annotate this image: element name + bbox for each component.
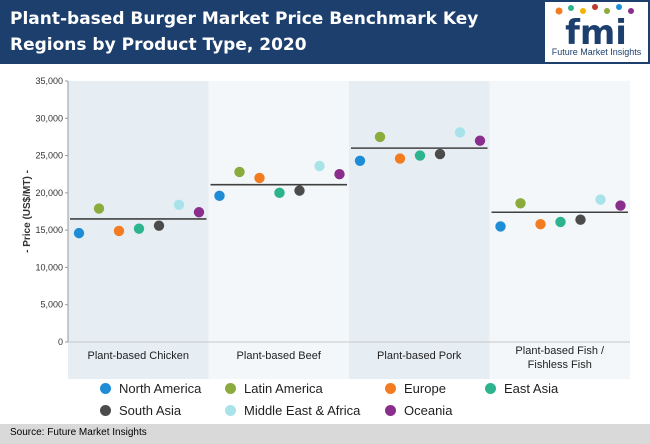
data-point	[294, 185, 305, 196]
legend-label: Europe	[404, 381, 446, 396]
data-point	[414, 150, 426, 161]
data-point	[615, 200, 626, 211]
x-category-label: Plant-based Pork	[377, 350, 462, 362]
x-category-label: Plant-based Fish / Fishless Fish	[515, 345, 605, 371]
data-point	[314, 160, 325, 172]
category-panel	[349, 81, 490, 379]
y-tick-label: 20,000	[35, 188, 63, 198]
data-point	[193, 207, 205, 218]
logo-wordmark: fmi	[565, 13, 627, 48]
legend-item: East Asia	[485, 381, 558, 396]
data-point	[173, 199, 185, 210]
price-benchmark-chart: 0 5,000 10,000 15,000 20,000 25,000 30,000 35,0…	[22, 76, 630, 379]
legend-swatch	[225, 383, 236, 394]
data-point	[394, 153, 406, 164]
data-point	[274, 187, 285, 199]
legend-label: South Asia	[119, 403, 182, 418]
legend-item: Middle East & Africa	[225, 403, 360, 418]
fmi-logo: fmi Future Market Insights	[545, 2, 648, 62]
legend-item: South Asia	[100, 403, 181, 418]
logo-subtitle: Future Market Insights	[551, 47, 642, 57]
chart-legend: North America Latin America Europe East Asi…	[100, 381, 570, 425]
legend-swatch	[100, 383, 111, 394]
source-note: Source: Future Market Insights	[10, 427, 147, 438]
legend-label: Latin America	[244, 381, 323, 396]
legend-swatch	[485, 383, 496, 394]
y-tick-label: 15,000	[35, 225, 63, 235]
legend-swatch	[225, 405, 236, 416]
fmi-logo-mark: fmi	[555, 4, 634, 48]
data-point	[73, 227, 85, 239]
data-point	[234, 166, 245, 178]
legend-label: Middle East & Africa	[244, 403, 361, 418]
data-point	[133, 223, 145, 234]
category-panel	[489, 81, 630, 379]
y-axis-label: - Price (US$/MT) -	[22, 170, 33, 253]
legend-swatch	[385, 383, 396, 394]
page-title: Plant-based Burger Market Price Benchmar…	[10, 9, 479, 55]
x-category-label: Plant-based Chicken	[87, 350, 189, 362]
y-tick-label: 35,000	[35, 76, 63, 86]
category-panel	[208, 81, 349, 379]
data-point	[254, 172, 265, 184]
y-tick-label: 25,000	[35, 151, 63, 161]
data-point	[153, 220, 165, 231]
data-point	[214, 190, 225, 202]
legend-label: East Asia	[504, 381, 559, 396]
data-point	[454, 127, 466, 138]
legend-label: Oceania	[404, 403, 453, 418]
legend-swatch	[385, 405, 396, 416]
y-tick-label: 10,000	[35, 262, 63, 272]
data-point	[354, 155, 366, 166]
x-category-label: Plant-based Beef	[237, 350, 322, 362]
legend-item: Oceania	[385, 403, 452, 418]
data-point	[93, 203, 105, 214]
data-point	[474, 135, 486, 146]
data-point	[113, 225, 125, 237]
data-point	[515, 198, 526, 209]
y-tick-label: 30,000	[35, 113, 63, 123]
y-tick-label: 0	[58, 337, 63, 347]
source-bar: Source: Future Market Insights	[0, 424, 650, 444]
data-point	[374, 131, 386, 143]
data-point	[595, 194, 606, 205]
legend-label: North America	[119, 381, 202, 396]
data-point	[495, 221, 506, 232]
legend-item: Latin America	[225, 381, 323, 396]
data-point	[555, 216, 566, 228]
legend-swatch	[100, 405, 111, 416]
data-point	[434, 148, 446, 160]
data-point	[575, 214, 586, 225]
y-tick-label: 5,000	[40, 300, 63, 310]
data-point	[334, 169, 345, 180]
legend-item: North America	[100, 381, 201, 396]
header-banner: Plant-based Burger Market Price Benchmar…	[0, 0, 650, 64]
data-point	[535, 218, 546, 230]
legend-item: Europe	[385, 381, 446, 396]
